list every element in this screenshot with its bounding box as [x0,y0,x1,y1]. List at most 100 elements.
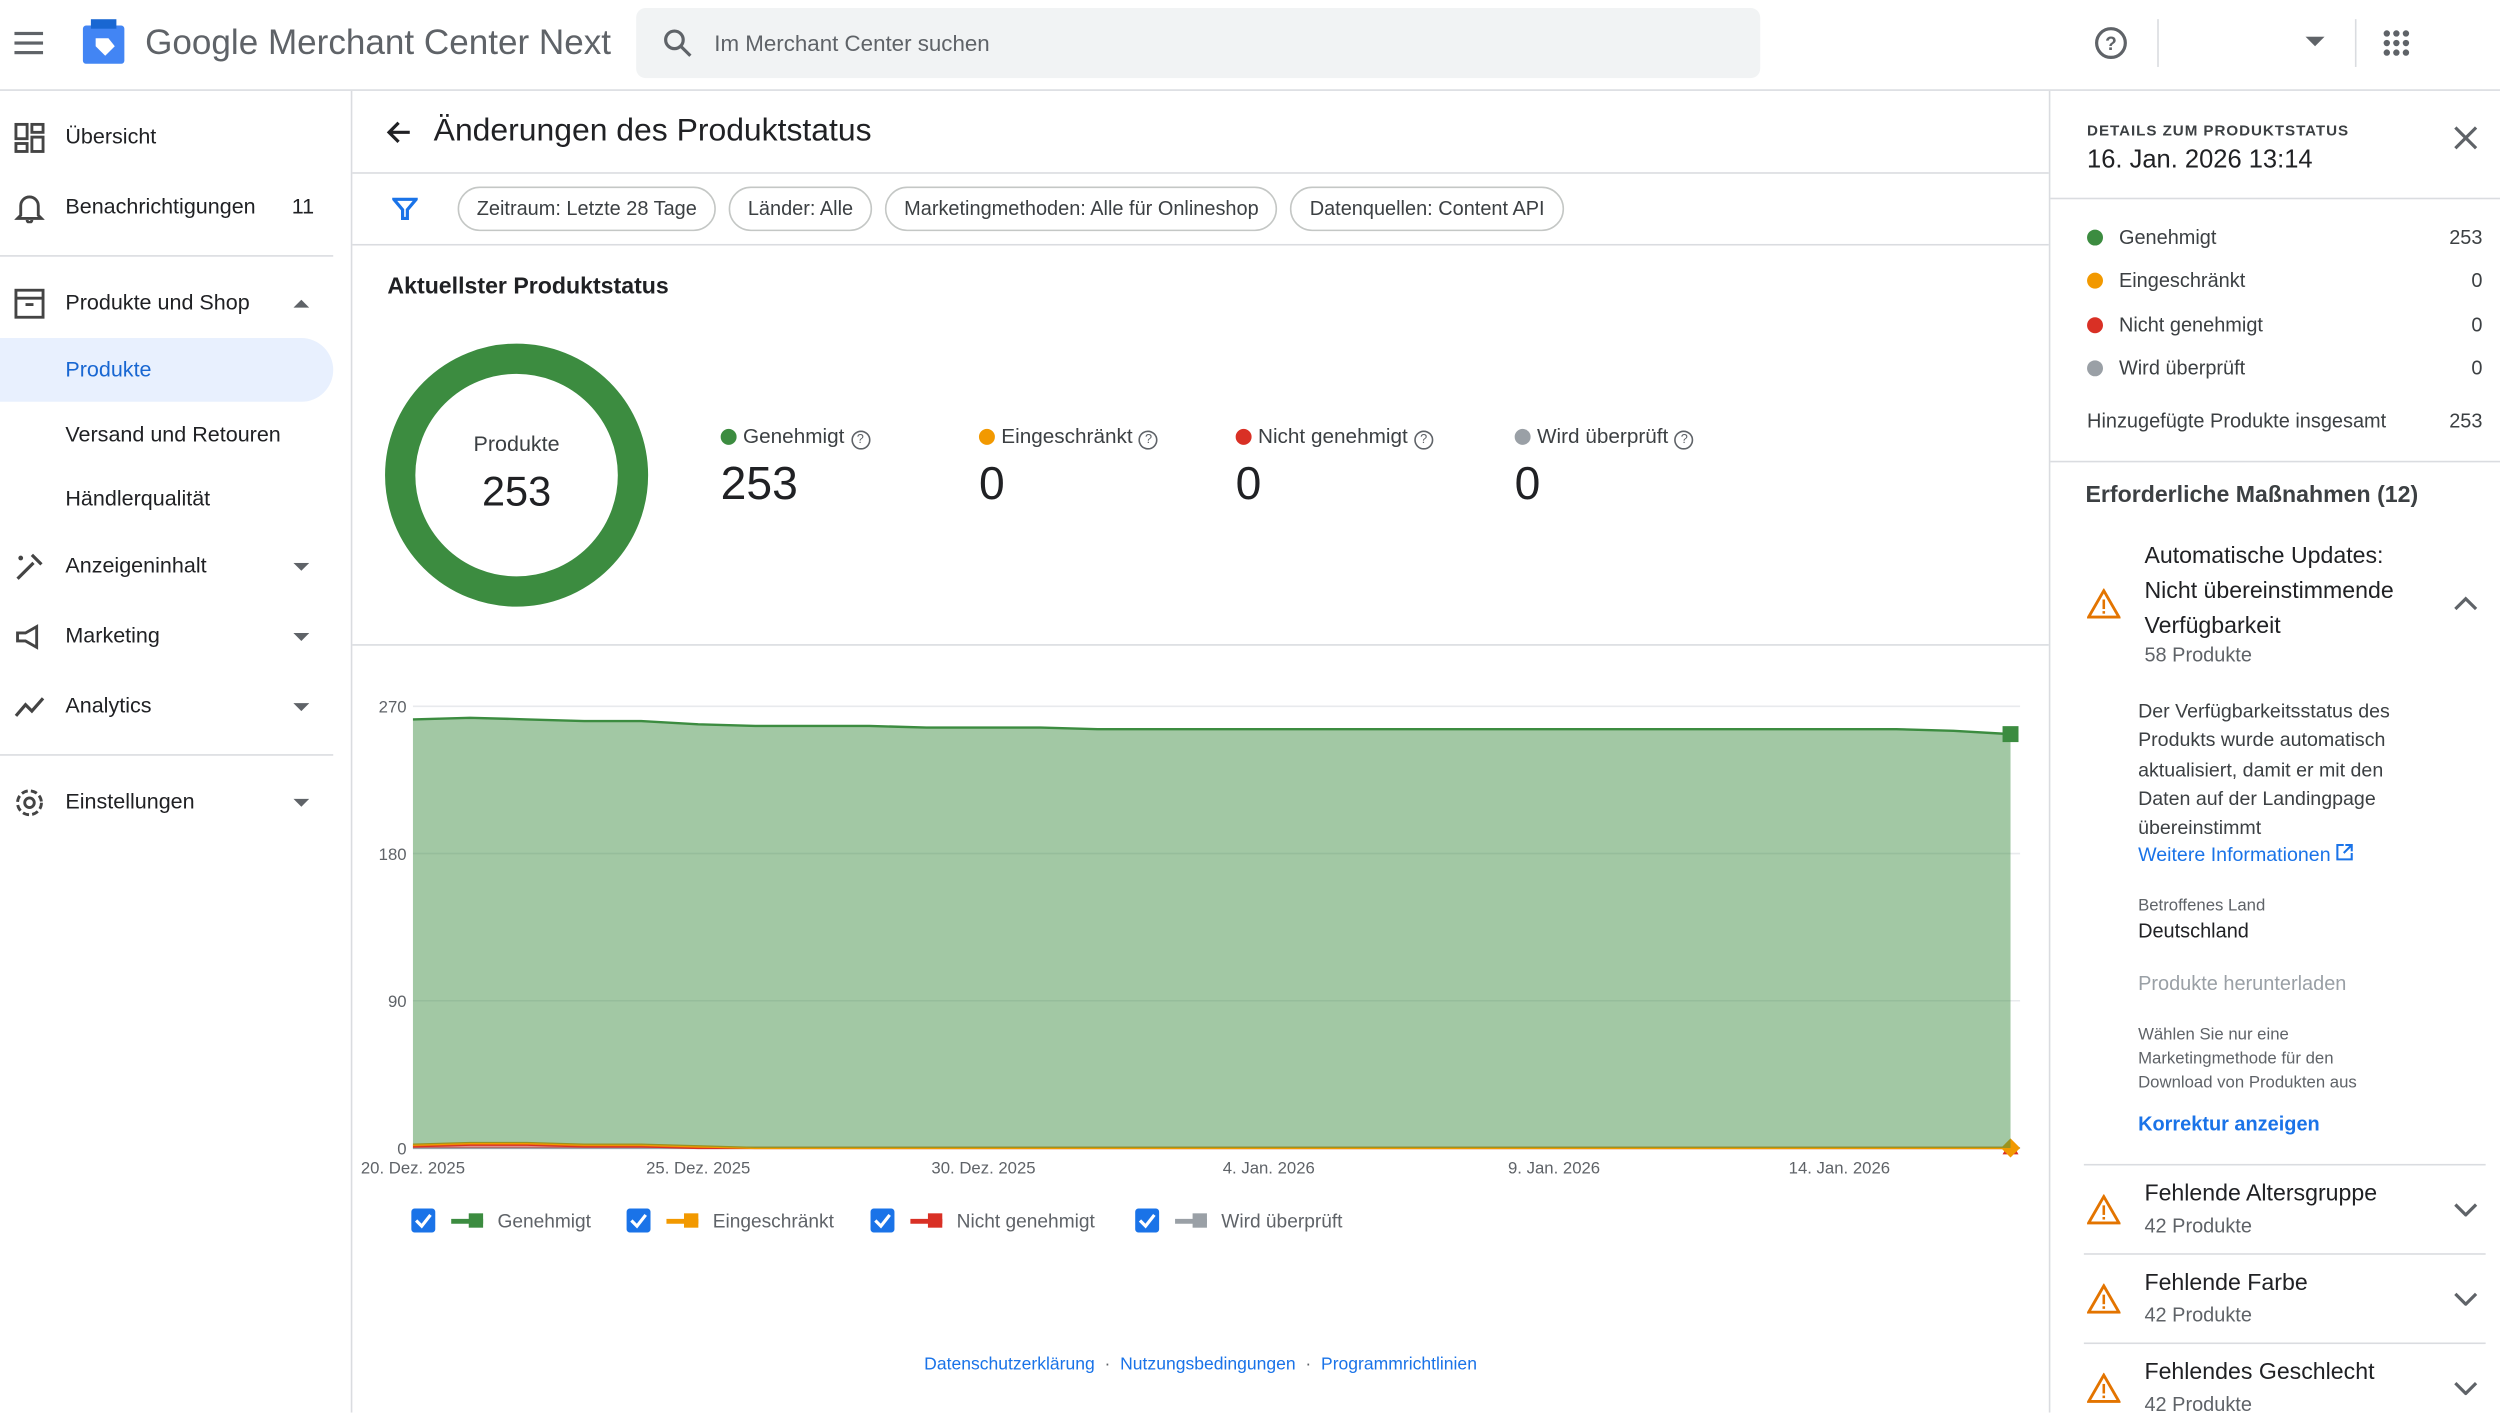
detail-name: Nicht genehmigt [2118,313,2263,336]
help-icon: ? [1674,430,1694,450]
section-heading: Aktuellster Produktstatus [387,274,669,300]
donut-label: Produkte [474,432,560,456]
nav-item[interactable]: Übersicht [65,124,157,149]
nav-item[interactable]: Händlerqualität [65,486,211,511]
expand-button[interactable] [2454,1202,2478,1217]
external-icon [2336,843,2354,861]
collapse-arrow[interactable] [293,298,310,308]
fix-button[interactable]: Korrektur anzeigen [2138,1112,2320,1136]
issue-description: Der Verfügbarkeitsstatus des Produkts wu… [2138,699,2390,839]
status-value: 0 [1514,459,1541,511]
area-line [412,1141,2011,1150]
issue-item[interactable]: Fehlende Altersgruppe 42 Produkte [2084,1165,2486,1253]
settings-icon [16,789,43,817]
status-item: Wird überprüft? 0 [1514,424,1694,512]
nav-item[interactable]: Analytics [65,693,152,718]
top-bar [0,0,2500,91]
expand-arrows [293,562,310,712]
apps-button[interactable] [2382,29,2411,58]
status-name: Genehmigt [742,424,845,449]
status-item: Nicht genehmigt? 0 [1235,424,1434,512]
nav-badge: 11 [291,194,315,219]
divider [2354,19,2357,67]
nav-item-active[interactable]: Produkte [65,357,152,382]
legend-item[interactable]: Wird überprüft [1135,1208,1343,1233]
nav-item[interactable]: Marketing [65,623,160,648]
download-button[interactable]: Produkte herunterladen [2138,972,2347,995]
area-fill [412,717,2011,1148]
divider [2083,1163,2486,1166]
warning-icon [2087,1194,2121,1225]
legend-item[interactable]: Eingeschränkt [626,1208,835,1233]
total-label: Hinzugefügte Produkte insgesamt [2087,409,2387,433]
help-button[interactable]: ? [2093,26,2128,61]
detail-row: Genehmigt 253 [2087,226,2483,249]
x-tick-label: 9. Jan. 2026 [1508,1158,1600,1177]
total-row: Hinzugefügte Produkte insgesamt 253 [2087,410,2482,432]
filter-icon[interactable] [392,196,418,222]
detail-value: 0 [2471,356,2483,380]
filter-chip[interactable]: Datenquellen: Content API [1290,186,1564,232]
total-value: 253 [2449,409,2483,433]
x-tick-label: 25. Dez. 2025 [646,1158,750,1177]
search-placeholder: Im Merchant Center suchen [714,30,990,56]
nav-item[interactable]: Benachrichtigungen [65,194,256,219]
divider [2050,460,2500,463]
shop-icon [14,288,45,319]
x-tick-label: 20. Dez. 2025 [361,1158,465,1177]
warning-icon [2087,1372,2121,1403]
status-item: Genehmigt? 253 [720,424,870,512]
nav-item[interactable]: Einstellungen [65,789,195,814]
page-title: Änderungen des Produktstatus [433,113,872,149]
issue-count: 42 Produkte [2144,1304,2252,1327]
panel-date: 16. Jan. 2026 13:14 [2087,146,2313,174]
legend-item[interactable]: Genehmigt [411,1208,592,1233]
area-fill [412,1144,2011,1148]
area-line [412,716,2011,736]
footer-link[interactable]: Datenschutzerklärung [924,1355,1095,1375]
footer-link[interactable]: Programmrichtlinien [1321,1355,1477,1375]
legend-label: Eingeschränkt [713,1212,835,1233]
legend-item[interactable]: Nicht genehmigt [870,1208,1096,1233]
back-button[interactable] [384,118,413,147]
detail-value: 253 [2449,226,2483,249]
nav-item[interactable]: Anzeigeninhalt [65,553,207,578]
close-button[interactable] [2454,126,2478,150]
x-tick-label: 30. Dez. 2025 [931,1158,1035,1177]
legend-checkbox [870,1208,895,1233]
issue-item[interactable]: Fehlendes Geschlecht 42 Produkte [2084,1344,2486,1413]
expand-arrow[interactable] [293,798,310,809]
filter-chip[interactable]: Länder: Alle [728,186,873,232]
legend-swatch [927,1213,943,1228]
more-info[interactable]: Weitere Informationen [2138,843,2354,866]
divider [2050,197,2500,200]
account-dropdown[interactable] [2305,36,2325,50]
menu-button[interactable] [14,29,46,58]
divider [352,644,2049,646]
footer-link[interactable]: Nutzungsbedingungen [1120,1355,1296,1375]
legend-label: Wird überprüft [1221,1212,1343,1233]
issue-title[interactable]: Automatische Updates: Nicht übereinstimm… [2144,543,2394,640]
divider [2083,1253,2486,1255]
status-dot [2087,316,2103,333]
x-tick-label: 14. Jan. 2026 [1789,1158,1890,1177]
issue-title: Fehlende Farbe [2144,1270,2308,1297]
collapse-button[interactable] [2454,596,2478,611]
more-info-link[interactable]: Weitere Informationen [2138,843,2331,866]
sidebar-border [350,90,353,1413]
filter-chip[interactable]: Marketingmethoden: Alle für Onlineshop [885,186,1278,232]
issue-count: 58 Produkte [2144,644,2252,667]
search-box[interactable]: Im Merchant Center suchen [636,7,1761,79]
status-chart: 0 90 180 270 20. Dez. 2025 25. Dez. 2025 30. D… [361,698,2021,1233]
status-dot [1514,428,1531,445]
issue-count: 42 Produkte [2144,1214,2252,1238]
country: Deutschland [2138,919,2249,943]
nav-item[interactable]: Versand und Retouren [65,422,281,447]
filter-chip[interactable]: Zeitraum: Letzte 28 Tage [457,186,716,232]
expand-button[interactable] [2454,1291,2478,1306]
svg-text:?: ? [2105,34,2117,55]
nav-item[interactable]: Produkte und Shop [65,290,250,315]
expand-button[interactable] [2454,1381,2478,1396]
issue-item[interactable]: Fehlende Farbe 42 Produkte [2084,1255,2486,1343]
product-name: Google Merchant Center Next [145,22,612,63]
